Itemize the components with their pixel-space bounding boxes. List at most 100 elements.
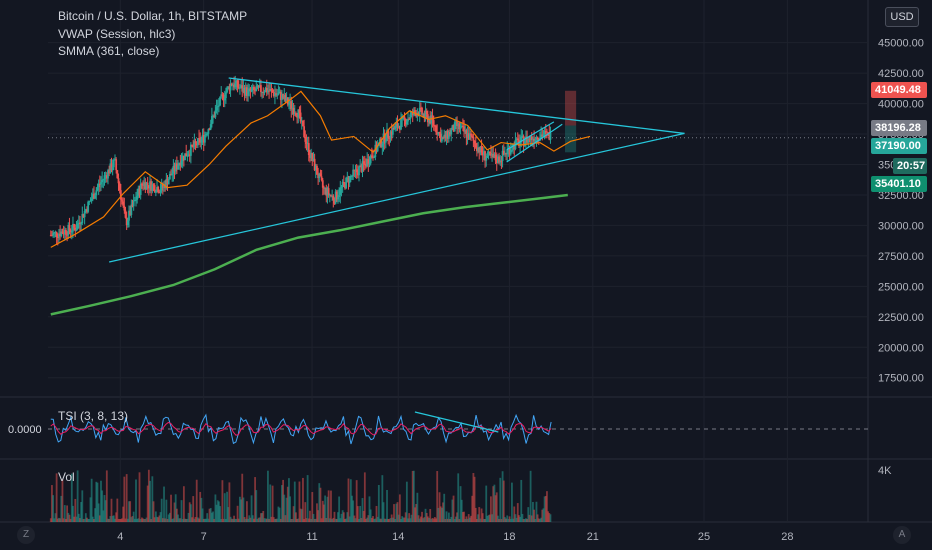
volume-bar [76, 470, 79, 522]
candle-body [345, 177, 348, 189]
candle-body [118, 183, 121, 191]
candle-body [500, 160, 503, 162]
volume-bar [216, 500, 219, 522]
volume-bar [91, 516, 94, 522]
volume-bar [95, 481, 98, 522]
volume-bar [398, 494, 401, 522]
volume-bar [291, 518, 294, 522]
volume-bar [412, 470, 415, 522]
volume-bar [532, 502, 534, 522]
last-price-tag: 37190.00 [871, 138, 927, 154]
y-tick-label: 42500.00 [878, 68, 924, 80]
candle-body [173, 165, 176, 172]
volume-bar [166, 518, 169, 522]
candle-body [376, 145, 379, 152]
volume-bar [121, 518, 123, 522]
zoom-icon[interactable]: Z [17, 526, 35, 544]
volume-bar [61, 479, 64, 522]
volume-bar [75, 516, 78, 522]
candle-body [367, 159, 370, 165]
auto-scale-icon[interactable]: A [893, 526, 911, 544]
volume-bar [272, 517, 275, 522]
candle-body [135, 199, 137, 201]
candle-body [393, 127, 395, 130]
volume-bar [269, 484, 272, 522]
candle-body [346, 177, 349, 179]
candle-body [542, 134, 545, 137]
volume-bar [274, 519, 276, 522]
volume-bar [65, 518, 67, 522]
candle-body [185, 153, 188, 157]
volume-bar [270, 516, 273, 522]
volume-bar [548, 513, 551, 522]
volume-bar [165, 499, 168, 522]
currency-button[interactable]: USD [885, 7, 919, 27]
volume-bar [132, 511, 135, 522]
candle-body [340, 186, 343, 188]
volume-bar [154, 511, 157, 522]
candle-body [188, 154, 191, 156]
volume-bar [380, 518, 383, 522]
volume-bar [341, 510, 344, 522]
candle-body [195, 143, 198, 146]
volume-bar [118, 518, 121, 522]
candle-body [492, 153, 495, 158]
candle-body [68, 225, 71, 231]
volume-bars [49, 469, 552, 522]
candle-body [282, 94, 285, 99]
volume-bar [366, 517, 369, 522]
candle-body [156, 187, 158, 192]
volume-bar [312, 513, 315, 522]
volume-bar [170, 494, 172, 522]
candle-body [150, 181, 153, 191]
candle-body [158, 192, 161, 194]
volume-bar [145, 517, 148, 522]
volume-bar [203, 518, 206, 522]
candle-body [318, 173, 321, 179]
volume-bar [180, 500, 183, 522]
candle-body [271, 89, 274, 93]
candle-body [157, 187, 160, 193]
volume-bar [447, 512, 450, 522]
volume-bar [49, 518, 52, 522]
volume-bar [149, 480, 151, 522]
x-tick-label: 18 [503, 531, 515, 543]
volume-bar [88, 518, 91, 522]
volume-bar [393, 504, 395, 522]
candle-body [229, 83, 232, 91]
tsi-label: TSI (3, 8, 13) [58, 409, 129, 423]
volume-bar [281, 485, 283, 522]
y-tick-label: 30000.00 [878, 220, 924, 232]
candle-body [338, 195, 341, 197]
volume-bar [277, 506, 280, 522]
candle-body [515, 138, 518, 141]
smma-legend: SMMA (361, close) [58, 44, 160, 58]
candle-body [202, 135, 205, 143]
candle-body [474, 143, 477, 148]
candle-body [243, 87, 246, 96]
volume-bar [123, 476, 126, 522]
candle-body [312, 158, 315, 162]
volume-bar [239, 496, 241, 522]
volume-bar [499, 477, 502, 522]
volume-bar [255, 490, 258, 522]
volume-bar [288, 478, 290, 522]
volume-bar [306, 475, 309, 522]
candle-body [247, 89, 249, 96]
volume-bar [416, 492, 419, 522]
volume-bar [232, 519, 234, 522]
volume-bar [403, 517, 406, 522]
candle-body [230, 83, 233, 86]
candle-body [300, 120, 303, 122]
candle-body [498, 156, 500, 163]
volume-bar [419, 516, 422, 522]
chart-title: Bitcoin / U.S. Dollar, 1h, BITSTAMP [58, 9, 248, 23]
volume-bar [228, 482, 231, 522]
candle-body [208, 129, 211, 131]
candle-body [424, 110, 427, 118]
volume-bar [326, 496, 329, 522]
candle-body [69, 230, 72, 232]
candle-body [484, 151, 486, 161]
volume-bar [137, 518, 140, 522]
